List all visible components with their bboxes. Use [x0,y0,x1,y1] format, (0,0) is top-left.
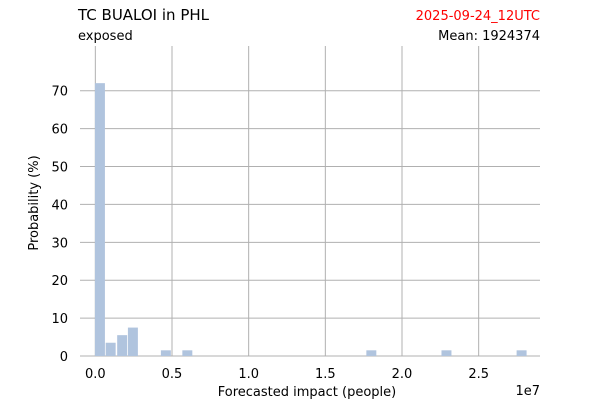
x-tick-label: 0.5 [162,367,183,382]
x-tick-label: 1.5 [315,367,336,382]
histogram-bar [182,350,193,356]
histogram-bar [160,350,171,356]
histogram-bar [127,327,138,356]
histogram-bar [366,350,377,356]
y-tick-label: 30 [51,236,68,251]
x-tick-label: 2.5 [468,367,489,382]
y-tick-label: 50 [51,161,68,176]
mean-label: Mean: 1924374 [438,29,540,44]
chart-subtitle: exposed [78,29,133,44]
histogram-bar [441,350,452,356]
y-axis-label: Probability (%) [27,155,42,250]
grid-layer [80,46,540,357]
y-tick-labels: 0 10 20 30 40 50 60 70 [51,85,68,365]
x-tick-labels: 0.0 0.5 1.0 1.5 2.0 2.5 [85,367,489,382]
y-tick-label: 40 [51,198,68,213]
x-axis-label: Forecasted impact (people) [218,385,396,400]
x-tick-label: 0.0 [85,367,106,382]
histogram-bar [117,335,128,356]
date-label: 2025-09-24_12UTC [416,9,540,24]
histogram-bar [105,342,116,356]
x-tick-label: 2.0 [392,367,413,382]
y-tick-label: 20 [51,274,68,289]
histogram-bar [94,83,105,356]
chart-title: TC BUALOI in PHL [77,6,210,24]
x-tick-label: 1.0 [238,367,259,382]
y-tick-label: 60 [51,123,68,138]
histogram-bar [516,350,527,356]
y-tick-label: 0 [60,350,68,365]
bars-layer [94,83,527,356]
y-tick-label: 70 [51,85,68,100]
y-tick-label: 10 [51,312,68,327]
x-offset-label: 1e7 [515,384,540,399]
